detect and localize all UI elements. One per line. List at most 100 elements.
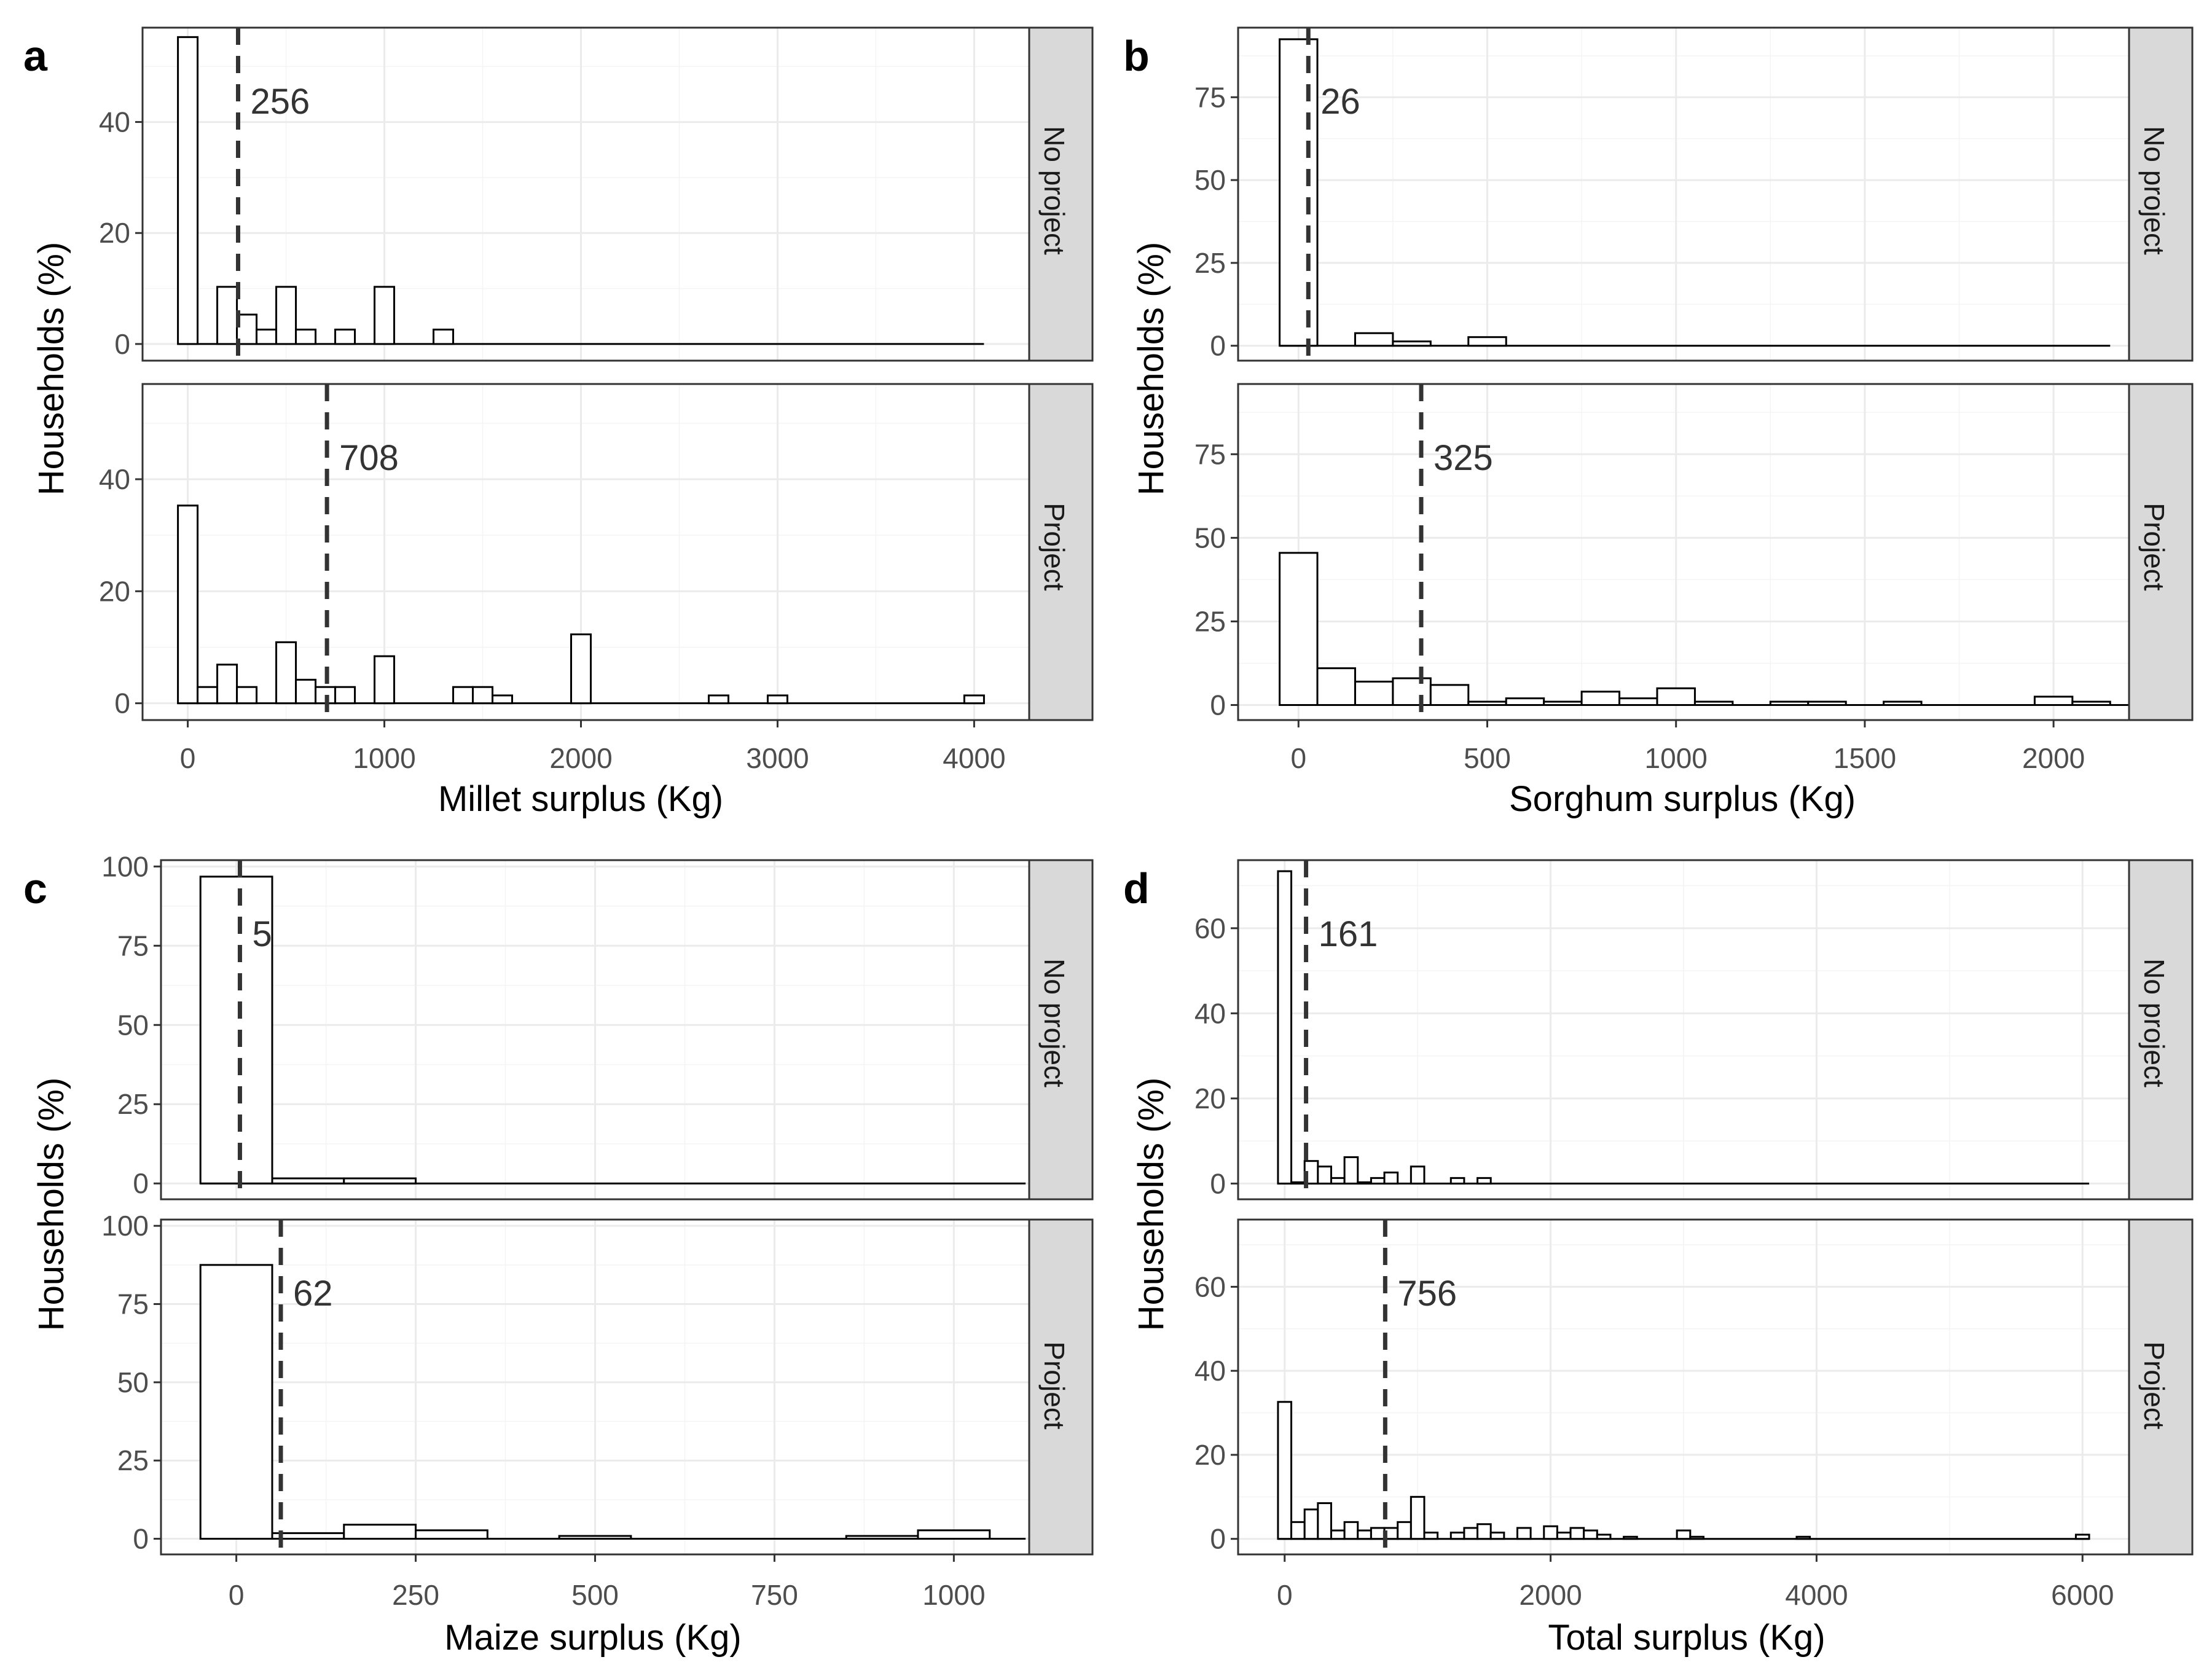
panel-d-facet-no-project-bar: [1330, 1177, 1346, 1185]
panel-d-plot: 161 0 20 40 60 756 0 20 40 60 0 2000 4000 6000: [1194, 859, 2194, 1611]
panel-d-facet-project-bar: [1449, 1531, 1465, 1540]
panel-d-facet-project-y-tick-label: 0: [1210, 1523, 1226, 1555]
panel-a-facet-project-bar: [275, 641, 297, 705]
panel-a-facet-no-project-strip: [1028, 26, 1094, 362]
panel-a-x-tick-label: 4000: [943, 742, 1005, 774]
panel-d-facet-project-bar: [1423, 1531, 1439, 1540]
panel-b-facet-project-y-tick-label: 50: [1194, 522, 1226, 554]
panel-a-facet-project: 708 0 20 40 0 1000 2000 3000 4000: [99, 383, 1094, 774]
panel-c-y-axis-title: Households (%): [31, 1078, 71, 1331]
panel-b-x-tick-label: 500: [1464, 742, 1511, 774]
panel-a-facet-project-bar: [570, 633, 592, 705]
panel-d-facet-project-bar: [1330, 1529, 1346, 1540]
panel-b-facet-project-bar: [1693, 700, 1734, 707]
panel-b-facet-no-project-median-label: 26: [1320, 82, 1360, 122]
panel-d-strip-project-label: Project: [2138, 1341, 2170, 1429]
panel-d-facet-no-project-y-tick-label: 60: [1194, 912, 1226, 944]
panel-b-facet-project-strip: [2128, 383, 2194, 721]
panel-c-facet-no-project-median-label: 5: [252, 914, 272, 954]
panel-c-facet-no-project-bar: [343, 1177, 417, 1185]
panel-d-y-axis-title: Households (%): [1131, 1078, 1171, 1331]
panel-b-facet-project-bar: [1279, 552, 1319, 707]
panel-c-facet-project-y-tick-label: 25: [117, 1444, 149, 1476]
panel-d-facet-project-bar: [1463, 1527, 1479, 1540]
panel-b-x-tick-label: 0: [1291, 742, 1307, 774]
panel-b-facet-no-project-bar: [1392, 340, 1432, 347]
panel-b-facet-no-project: 26 0 25 50 75: [1194, 26, 2194, 362]
panel-d-facet-no-project-bar: [1343, 1156, 1359, 1185]
panel-d-facet-project-strip: [2128, 1218, 2194, 1556]
panel-b-facet-project-bar: [1467, 700, 1507, 707]
panel-c-strip-project-label: Project: [1038, 1341, 1070, 1429]
panel-a-facet-no-project-bar: [256, 328, 278, 345]
panel-a: a Millet surplus (Kg) Households (%): [23, 32, 723, 819]
panel-c-facet-no-project-bar: [199, 876, 273, 1185]
panel-b-facet-no-project-y-tick-label: 75: [1194, 81, 1226, 113]
panel-b-plot: 26 0 25 50 75 325 0 25 50 75 0 500 1000 1500 2000: [1194, 26, 2194, 774]
panel-a-facet-project-strip: [1028, 383, 1094, 721]
panel-d-facet-no-project: 161 0 20 40 60: [1194, 859, 2194, 1201]
panel-d-facet-project-bar: [2074, 1534, 2090, 1540]
panel-c-facet-no-project-y-tick-label: 50: [117, 1009, 149, 1041]
panel-a-facet-no-project-bar: [295, 328, 317, 345]
panel-d-x-axis-title: Total surplus (Kg): [1548, 1618, 1825, 1658]
panel-b-facet-project-bar: [1883, 700, 1923, 707]
panel-b-facet-project-bar: [1618, 697, 1658, 707]
panel-a-facet-project-bar: [963, 694, 985, 705]
panel-b-facet-project-median-label: 325: [1433, 438, 1493, 478]
panel-a-x-tick-label: 2000: [549, 742, 612, 774]
panel-c-facet-no-project-y-tick-label: 75: [117, 930, 149, 962]
panel-c-facet-project-bar: [271, 1532, 345, 1540]
panel-d-facet-project-bar: [1410, 1495, 1426, 1540]
panel-d-facet-project-bar: [1303, 1508, 1319, 1540]
panel-d-facet-project-bar: [1290, 1521, 1306, 1540]
panel-a-facet-no-project-bar: [334, 328, 356, 345]
panel-c-facet-project-bar: [415, 1529, 488, 1540]
panel-b-strip-no-project-label: No project: [2138, 126, 2170, 255]
panel-c-facet-project-bar: [199, 1264, 273, 1540]
panel-d-facet-no-project-bar: [1449, 1177, 1465, 1185]
panel-c-facet-project-bar: [845, 1535, 919, 1540]
panel-a-x-tick-label: 1000: [353, 742, 415, 774]
panel-c-facet-project-bar: [917, 1529, 991, 1540]
panel-a-x-axis-title: Millet surplus (Kg): [438, 779, 723, 819]
panel-a-facet-no-project-bar: [374, 286, 396, 345]
panel-b-facet-project-bar: [1580, 691, 1621, 707]
panel-a-facet-project-bar: [177, 504, 199, 705]
panel-d-x-tick-label: 6000: [2051, 1579, 2114, 1611]
panel-b-facet-no-project-bar: [1279, 38, 1319, 347]
panel-b-facet-project-bar: [1807, 700, 1847, 707]
panel-d-facet-project-median-label: 756: [1397, 1274, 1457, 1314]
panel-d-x-tick-label: 4000: [1785, 1579, 1848, 1611]
panel-d-facet-no-project-y-tick-label: 40: [1194, 997, 1226, 1029]
panel-b-x-tick-label: 2000: [2022, 742, 2085, 774]
panel-a-facet-project-bar: [216, 664, 238, 705]
panel-a-y-axis-title: Households (%): [31, 242, 71, 496]
panel-a-facet-project-bar: [334, 686, 356, 705]
panel-d-facet-no-project-bar: [1383, 1171, 1399, 1185]
panel-a-facet-project-bar: [452, 686, 474, 705]
panel-d-facet-project-bar: [1370, 1527, 1386, 1540]
panel-d-facet-project-bar: [1795, 1535, 1811, 1540]
panel-d-facet-project-bar: [1596, 1534, 1612, 1540]
panel-c-facet-no-project-y-tick-label: 0: [133, 1167, 149, 1199]
panel-d-facet-project-bar: [1277, 1401, 1293, 1540]
panel-a-facet-project-bar: [197, 686, 219, 705]
panel-a-strip-project-label: Project: [1038, 503, 1070, 590]
panel-c-facet-project-y-tick-label: 100: [101, 1210, 149, 1242]
panel-a-facet-no-project-bar: [177, 36, 199, 345]
panel-b-facet-project-y-tick-label: 75: [1194, 438, 1226, 470]
panel-d-facet-project-y-tick-label: 40: [1194, 1355, 1226, 1387]
panel-b-facet-project: 325 0 25 50 75 0 500 1000 1500 2000: [1194, 383, 2194, 774]
panel-d-x-tick-label: 0: [1277, 1579, 1293, 1611]
panel-b-facet-project-bar: [1316, 667, 1356, 707]
panel-b-strip-project-label: Project: [2138, 503, 2170, 590]
panel-d-facet-no-project-median-label: 161: [1319, 914, 1378, 954]
panel-c-x-tick-label: 750: [751, 1579, 798, 1611]
panel-d-facet-no-project-bar: [1317, 1166, 1332, 1185]
